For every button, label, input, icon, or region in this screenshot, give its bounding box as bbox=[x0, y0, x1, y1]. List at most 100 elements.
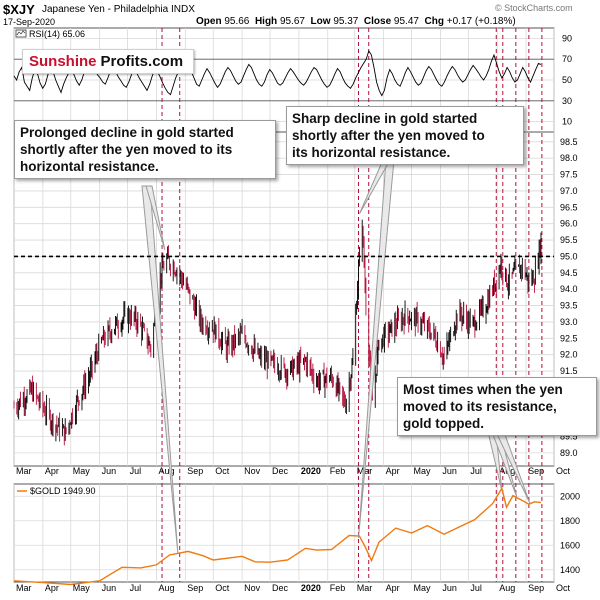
open-value: 95.66 bbox=[224, 16, 250, 27]
x-tick-label: Jun bbox=[442, 583, 457, 593]
x-tick-label: Feb bbox=[330, 466, 346, 476]
x-tick-label: Mar bbox=[16, 466, 32, 476]
price-y-tick-label: 94.5 bbox=[560, 268, 578, 278]
price-y-tick-label: 89.0 bbox=[560, 448, 578, 458]
rsi-y-tick-label: 10 bbox=[562, 117, 572, 127]
chart-date: 17-Sep-2020 bbox=[3, 17, 56, 27]
callout-right-line-1: Most times when the yen bbox=[403, 382, 563, 397]
rsi-y-tick-label: 30 bbox=[562, 96, 572, 106]
price-y-tick-label: 91.5 bbox=[560, 366, 578, 376]
sunshine-profits-logo: Sunshine Profits.com bbox=[22, 49, 194, 74]
logo-part-2: Profits.com bbox=[100, 53, 184, 70]
price-y-tick-label: 96.5 bbox=[560, 202, 578, 212]
logo-part-1: Sunshine bbox=[29, 53, 97, 70]
gold-y-tick-label: 1400 bbox=[560, 565, 580, 575]
close-value: 95.47 bbox=[393, 16, 419, 27]
x-tick-label: Apr bbox=[386, 466, 400, 476]
x-tick-label: Apr bbox=[386, 583, 400, 593]
x-tick-label: Oct bbox=[215, 583, 230, 593]
price-y-tick-label: 95.0 bbox=[560, 251, 578, 261]
x-tick-label: Oct bbox=[556, 583, 571, 593]
gold-y-tick-label: 1600 bbox=[560, 540, 580, 550]
gold-panel bbox=[13, 483, 555, 583]
x-tick-label: Nov bbox=[244, 466, 261, 476]
callout-left-line-3: horizontal resistance. bbox=[20, 159, 159, 174]
x-tick-label: Aug bbox=[499, 583, 515, 593]
price-y-tick-label: 96.0 bbox=[560, 219, 578, 229]
rsi-legend-text: RSI(14) 65.06 bbox=[29, 29, 85, 39]
price-y-tick-label: 98.5 bbox=[560, 137, 578, 147]
chg-label: Chg bbox=[424, 16, 444, 27]
callout-pointer bbox=[145, 185, 166, 251]
x-tick-label: Oct bbox=[215, 466, 230, 476]
gold-legend: $GOLD 1949.90 bbox=[17, 486, 96, 496]
x-tick-label: Aug bbox=[158, 583, 174, 593]
x-tick-label: Sep bbox=[528, 583, 544, 593]
x-tick-label: Jun bbox=[442, 466, 457, 476]
gold-y-tick-label: 2000 bbox=[560, 491, 580, 501]
rsi-legend: RSI(14) 65.06 bbox=[15, 29, 85, 39]
x-tick-label: Nov bbox=[244, 583, 261, 593]
axes: Mar Mar Apr Apr May May Jun Jun Jul Jul Aug Aug Sep S… bbox=[16, 33, 580, 593]
x-tick-label: 2020 bbox=[301, 466, 321, 476]
price-y-tick-label: 92.5 bbox=[560, 333, 578, 343]
x-tick-label: Jul bbox=[130, 466, 142, 476]
x-tick-label: Dec bbox=[272, 466, 289, 476]
x-tick-label: Jul bbox=[470, 466, 482, 476]
high-value: 95.67 bbox=[279, 16, 305, 27]
x-tick-label: Jul bbox=[470, 583, 482, 593]
close-label: Close bbox=[363, 16, 392, 27]
price-y-tick-label: 92.0 bbox=[560, 350, 578, 360]
price-y-tick-label: 89.5 bbox=[560, 432, 578, 442]
price-y-tick-label: 93.0 bbox=[560, 317, 578, 327]
callout-right: Most times when the yen moved to its res… bbox=[397, 377, 597, 436]
gold-legend-text: $GOLD 1949.90 bbox=[30, 486, 96, 496]
x-tick-label: Apr bbox=[45, 466, 59, 476]
x-tick-label: 2020 bbox=[301, 583, 321, 593]
x-tick-label: Jun bbox=[102, 583, 117, 593]
x-tick-label: Feb bbox=[330, 583, 346, 593]
callout-left-line-2: shortly after the yen moved to its bbox=[20, 142, 233, 157]
ohlc-readout: Open 95.66 High 95.67 Low 95.37 Close 95… bbox=[196, 16, 516, 27]
x-tick-label: May bbox=[73, 583, 91, 593]
callout-middle-line-2: shortly after the yen moved to bbox=[292, 128, 485, 143]
callout-middle-line-3: its horizontal resistance. bbox=[292, 145, 451, 160]
low-label: Low bbox=[310, 16, 331, 27]
rsi-y-tick-label: 90 bbox=[562, 33, 572, 43]
price-y-tick-label: 97.0 bbox=[560, 186, 578, 196]
stockcharts-credit: © StockCharts.com bbox=[495, 3, 573, 13]
x-tick-label: May bbox=[414, 583, 432, 593]
x-tick-label: Jul bbox=[130, 583, 142, 593]
x-tick-label: May bbox=[73, 466, 91, 476]
callout-left-line-1: Prolonged decline in gold started bbox=[20, 125, 234, 140]
x-tick-label: Oct bbox=[556, 466, 571, 476]
callout-right-line-2: moved to its resistance, bbox=[403, 399, 557, 414]
rsi-series bbox=[13, 49, 542, 97]
instrument-name: Japanese Yen - Philadelphia INDX bbox=[42, 4, 195, 15]
callout-pointers bbox=[141, 159, 531, 554]
gold-y-tick-label: 1800 bbox=[560, 516, 580, 526]
callout-middle-line-1: Sharp decline in gold started bbox=[292, 111, 478, 126]
x-tick-label: Mar bbox=[357, 583, 373, 593]
x-tick-label: Sep bbox=[528, 466, 544, 476]
open-label: Open bbox=[196, 16, 222, 27]
x-tick-label: Sep bbox=[187, 583, 203, 593]
x-tick-label: Dec bbox=[272, 583, 289, 593]
x-tick-label: Aug bbox=[158, 466, 174, 476]
callout-middle: Sharp decline in gold started shortly af… bbox=[286, 106, 524, 165]
x-tick-label: Sep bbox=[187, 466, 203, 476]
x-tick-label: May bbox=[414, 466, 432, 476]
price-bars bbox=[13, 219, 542, 446]
x-tick-label: Jun bbox=[102, 466, 117, 476]
ticker: $XJY bbox=[3, 2, 35, 17]
callout-right-line-3: gold topped. bbox=[403, 416, 484, 431]
price-y-tick-label: 93.5 bbox=[560, 301, 578, 311]
x-tick-label: Mar bbox=[16, 583, 32, 593]
rsi-line bbox=[13, 49, 542, 97]
low-value: 95.37 bbox=[333, 16, 359, 27]
price-y-tick-label: 98.0 bbox=[560, 153, 578, 163]
rsi-y-tick-label: 70 bbox=[562, 54, 572, 64]
rsi-y-tick-label: 50 bbox=[562, 75, 572, 85]
price-y-tick-label: 94.0 bbox=[560, 284, 578, 294]
